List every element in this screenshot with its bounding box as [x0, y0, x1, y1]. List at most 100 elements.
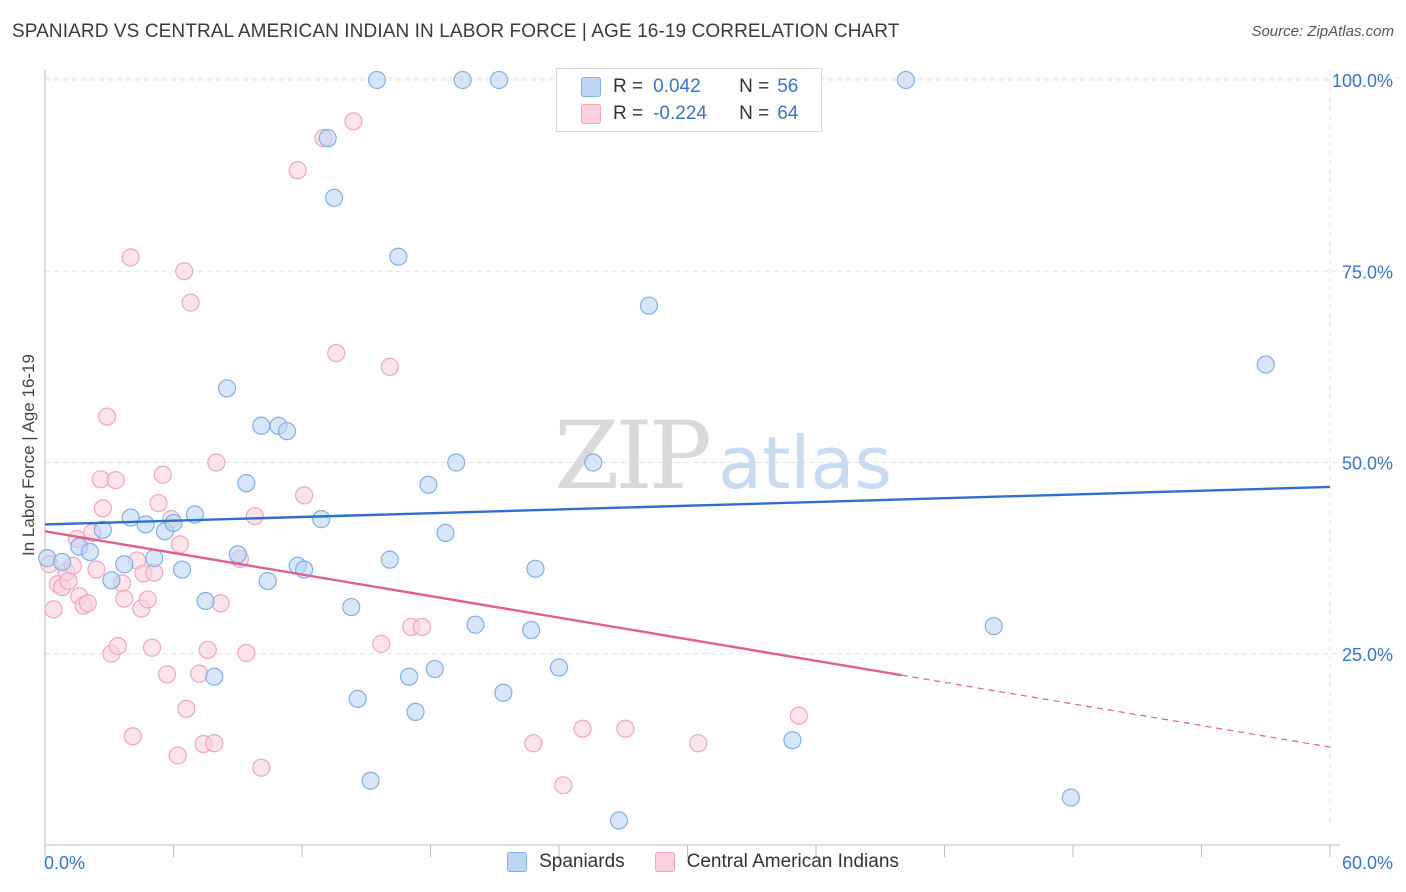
trend-line-central-american-indians — [44, 530, 902, 677]
legend-swatch-pink — [581, 104, 601, 124]
data-point — [466, 615, 485, 634]
data-point — [108, 636, 127, 656]
data-point — [190, 664, 209, 683]
data-point — [237, 643, 256, 663]
data-point — [295, 486, 314, 505]
data-point — [93, 520, 112, 539]
data-point — [172, 560, 192, 579]
legend-item-central-american-indians[interactable]: Central American Indians — [654, 851, 899, 873]
data-point — [258, 571, 277, 591]
legend-r-label: R = — [613, 76, 644, 97]
data-point — [177, 699, 196, 718]
data-point — [325, 188, 344, 207]
data-point — [372, 634, 391, 653]
legend-r-value: -0.224 — [653, 103, 707, 124]
data-point — [175, 262, 194, 281]
data-point — [115, 589, 134, 608]
data-point — [277, 422, 297, 441]
data-point — [361, 771, 380, 790]
data-point — [53, 552, 72, 572]
data-point — [344, 112, 363, 131]
data-point — [489, 70, 509, 90]
data-point — [87, 560, 106, 579]
data-point — [406, 702, 425, 721]
data-point — [584, 453, 603, 472]
data-point — [93, 499, 112, 518]
data-point — [327, 344, 346, 363]
legend-item-spaniards[interactable]: Spaniards — [507, 851, 625, 873]
watermark: ZIP atlas — [554, 402, 892, 511]
y-tick-label: 100.0% — [1332, 71, 1393, 91]
data-point — [412, 617, 432, 637]
data-point — [164, 513, 183, 533]
data-point — [168, 746, 187, 765]
data-point — [245, 506, 264, 526]
correlation-legend: R = 0.042 N = 56 R = -0.224 N = 64 — [556, 68, 822, 132]
data-point — [237, 474, 256, 493]
data-point — [380, 550, 399, 569]
data-point — [1061, 788, 1080, 807]
data-point — [1256, 355, 1275, 374]
legend-r-label: R = — [613, 103, 644, 124]
data-point — [252, 416, 271, 435]
data-point — [80, 542, 100, 562]
data-point — [639, 296, 659, 315]
trend-lines — [44, 485, 1331, 748]
data-point — [211, 594, 230, 613]
data-point — [138, 590, 157, 609]
legend-label-spaniards: Spaniards — [539, 851, 625, 872]
legend-label-central-american-indians: Central American Indians — [686, 851, 899, 872]
data-point — [157, 665, 177, 684]
data-point — [198, 640, 217, 660]
data-point — [217, 379, 237, 398]
data-point — [142, 638, 162, 657]
data-point — [115, 555, 134, 574]
legend-n-value: 64 — [777, 103, 799, 124]
data-point — [123, 727, 142, 746]
data-point — [689, 734, 708, 753]
legend-row-central-american-indians: R = -0.224 N = 64 — [581, 102, 798, 126]
y-axis-label: In Labor Force | Age 16-19 — [19, 354, 38, 556]
legend-row-spaniards: R = 0.042 N = 56 — [581, 75, 798, 99]
data-point — [121, 248, 140, 267]
data-point — [896, 70, 916, 90]
data-point — [252, 758, 271, 777]
data-point — [389, 247, 408, 266]
data-point — [102, 571, 121, 590]
data-point — [984, 617, 1003, 636]
data-point — [205, 734, 224, 753]
trend-line-spaniards — [44, 485, 1331, 526]
data-point — [616, 719, 635, 738]
legend-r-value: 0.042 — [653, 76, 701, 97]
x-tick-label: 0.0% — [44, 853, 85, 873]
legend-swatch-blue — [581, 77, 601, 97]
data-point — [526, 559, 545, 578]
watermark-zip: ZIP — [554, 402, 708, 511]
data-point — [419, 475, 438, 494]
data-point — [609, 811, 629, 830]
data-point — [783, 731, 802, 750]
data-point — [453, 70, 472, 90]
watermark-atlas: atlas — [718, 421, 892, 505]
data-point — [436, 523, 455, 542]
data-point — [59, 571, 78, 591]
data-point — [145, 549, 164, 568]
legend-swatch-blue — [507, 852, 528, 872]
data-point — [399, 667, 419, 686]
legend-n-label: N = — [739, 103, 770, 124]
data-points — [38, 70, 1275, 830]
data-point — [44, 600, 63, 619]
data-point — [170, 535, 190, 554]
data-point — [522, 620, 541, 640]
data-point — [554, 776, 573, 795]
data-point — [342, 597, 361, 617]
y-tick-label: 25.0% — [1342, 645, 1393, 665]
source-credit: Source: ZipAtlas.com — [1251, 23, 1394, 40]
data-point — [207, 453, 226, 472]
data-point — [38, 549, 57, 568]
data-point — [573, 719, 592, 738]
axes — [44, 70, 1340, 857]
data-point — [447, 453, 466, 472]
y-tick-label: 50.0% — [1342, 454, 1393, 474]
data-point — [78, 594, 97, 613]
